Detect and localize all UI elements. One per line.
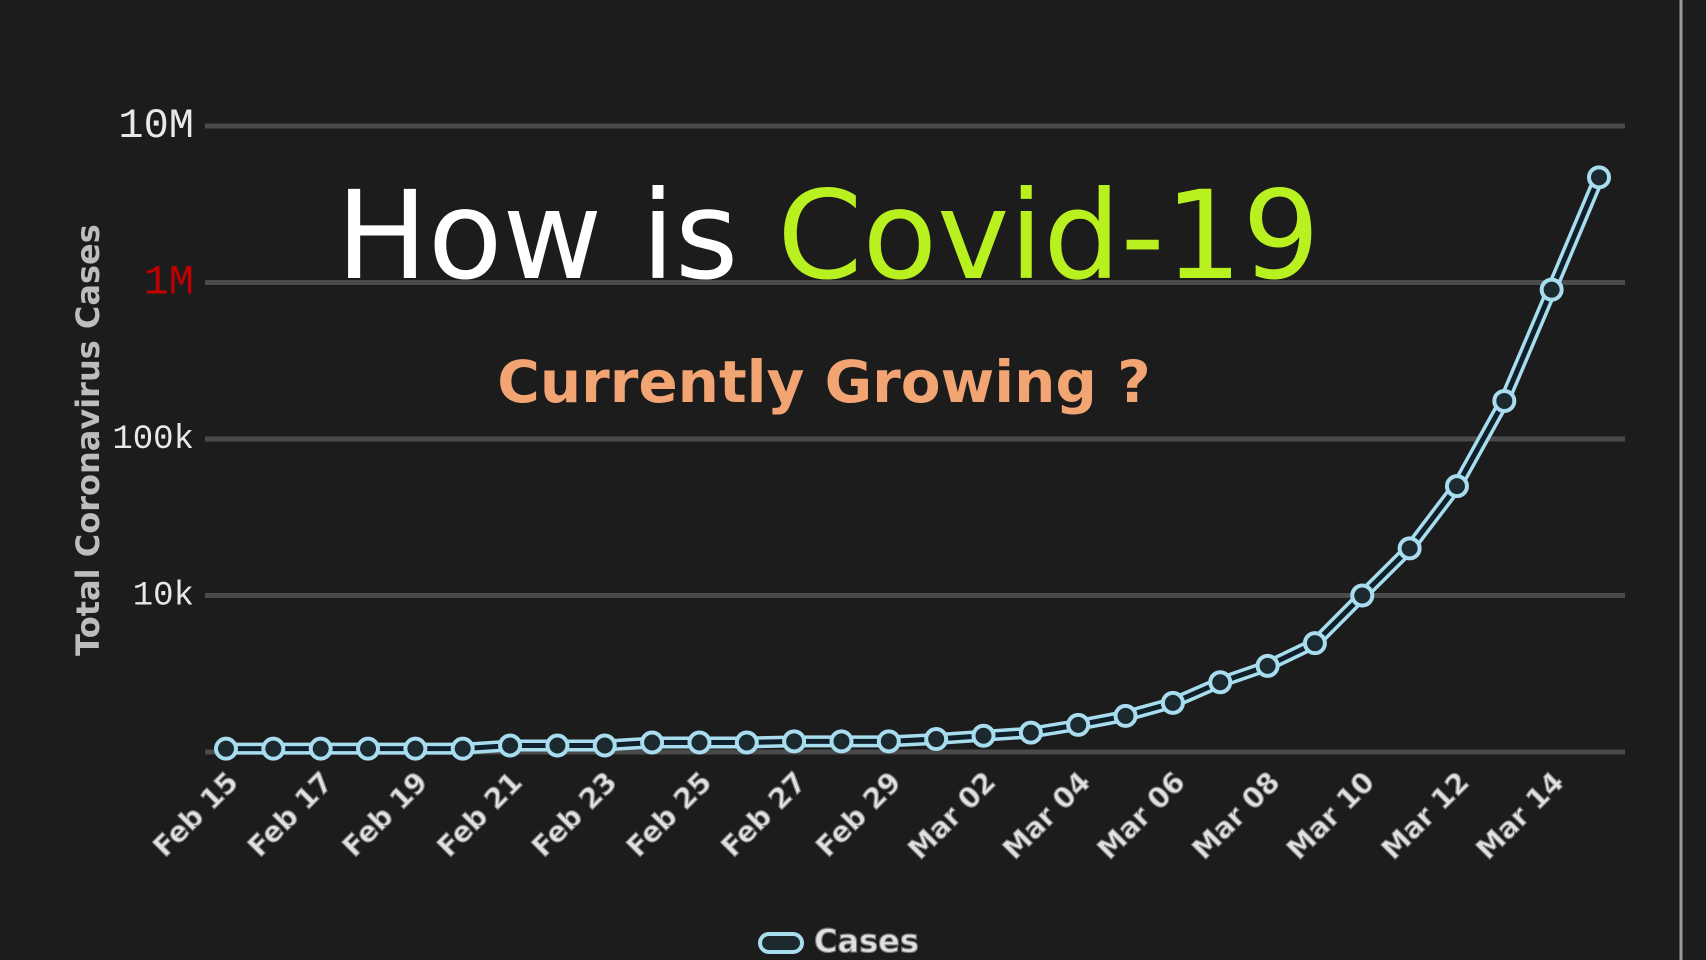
- data-point: [687, 730, 712, 755]
- chart-subtitle: Currently Growing ?: [497, 348, 1150, 416]
- data-point: [734, 730, 759, 755]
- data-point: [782, 729, 807, 754]
- chart-title: How is Covid-19: [336, 165, 1320, 307]
- data-point: [1113, 703, 1138, 728]
- title-highlight: Covid-19: [777, 165, 1320, 307]
- data-point: [1255, 653, 1280, 678]
- data-point: [1350, 583, 1375, 608]
- data-point: [545, 733, 570, 758]
- data-point: [592, 733, 617, 758]
- data-point: [356, 736, 381, 761]
- legend-swatch: [758, 932, 804, 954]
- data-point: [1208, 670, 1233, 695]
- data-point: [1397, 536, 1422, 561]
- data-point: [450, 736, 475, 761]
- y-tick-label: 10M: [118, 102, 194, 150]
- data-point: [403, 736, 428, 761]
- data-point: [1160, 690, 1185, 715]
- data-point: [971, 723, 996, 748]
- data-point: [829, 729, 854, 754]
- title-text: How is: [336, 165, 738, 307]
- data-point: [1492, 388, 1517, 413]
- data-point: [261, 736, 286, 761]
- data-point: [308, 736, 333, 761]
- y-tick-label: 10k: [133, 577, 194, 615]
- y-axis-label: Total Coronavirus Cases: [69, 224, 107, 656]
- data-point: [1587, 165, 1611, 190]
- data-point: [498, 733, 523, 758]
- data-point: [1444, 474, 1469, 499]
- y-tick-label: 1M: [144, 259, 194, 307]
- y-tick-label: 100k: [112, 421, 194, 459]
- data-point: [1066, 712, 1091, 737]
- data-point: [924, 727, 949, 752]
- data-point: [640, 730, 665, 755]
- data-point: [876, 729, 901, 754]
- legend-label: Cases: [814, 922, 919, 960]
- data-point: [214, 736, 238, 761]
- data-point: [1302, 631, 1327, 656]
- data-point: [1018, 720, 1043, 745]
- data-point: [1539, 277, 1564, 302]
